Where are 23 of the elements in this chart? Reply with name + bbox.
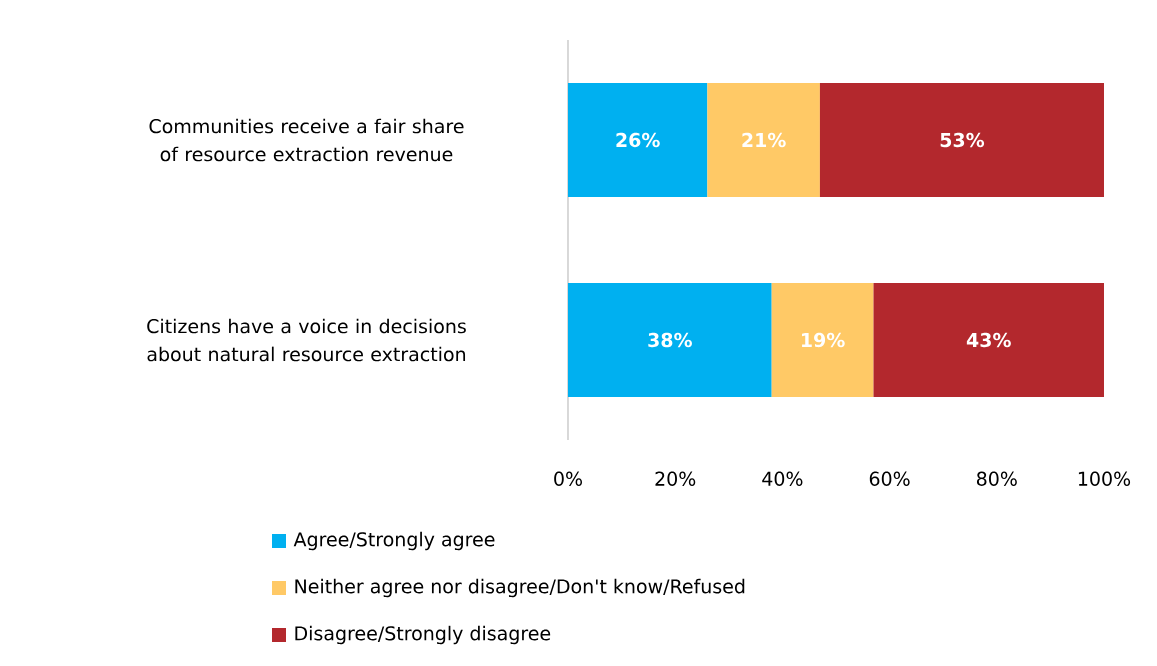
bar — [819, 83, 1104, 197]
x-tick-label: 40% — [762, 471, 803, 486]
bar — [771, 282, 874, 397]
bar — [707, 83, 820, 197]
data-label: 38% — [648, 332, 692, 348]
data-label: 19% — [802, 332, 845, 348]
data-label: 21% — [742, 132, 786, 148]
y-tick-label: Citizens have a voice in decisions about natural resource extraction — [147, 318, 466, 362]
data-label: 26% — [616, 132, 660, 148]
x-tick-label: 60% — [869, 471, 910, 486]
legend-label: Neither agree nor disagree/Don't know/Refused — [295, 578, 745, 598]
bar — [873, 282, 1104, 397]
x-tick-label: 100% — [1078, 471, 1131, 486]
bar — [568, 83, 708, 197]
x-tick-label: 80% — [976, 471, 1017, 486]
legend-label: Disagree/Strongly disagree — [295, 625, 551, 645]
x-tick-label: 0% — [554, 471, 583, 486]
x-tick-label: 20% — [655, 471, 696, 486]
bar — [568, 282, 772, 397]
legend-label: Agree/Strongly agree — [293, 531, 495, 551]
data-label: 53% — [940, 132, 985, 148]
y-tick-label: Communities receive a fair share of resource extraction revenue — [149, 118, 464, 162]
data-label: 43% — [966, 332, 1011, 348]
